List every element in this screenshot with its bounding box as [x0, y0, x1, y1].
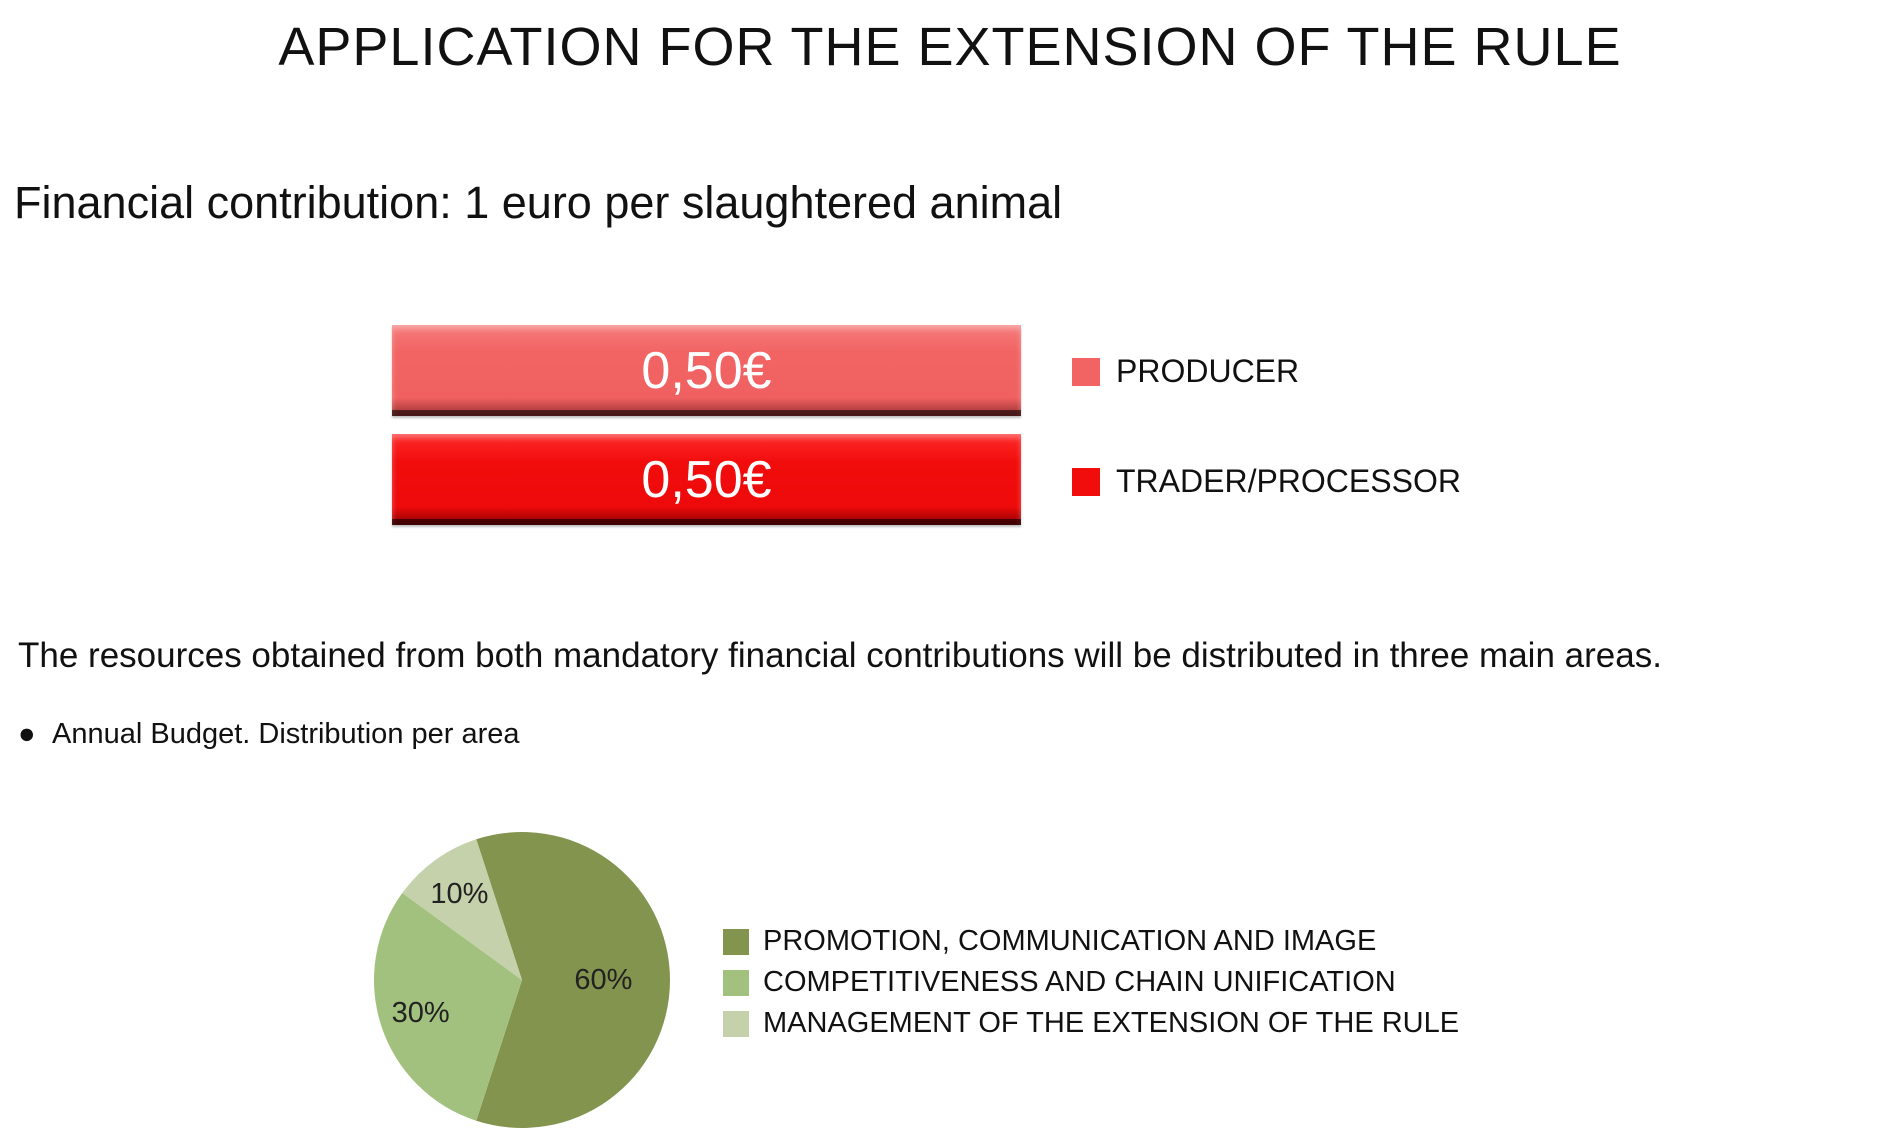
legend-label: COMPETITIVENESS AND CHAIN UNIFICATION [763, 966, 1396, 998]
legend-item-trader-processor: TRADER/PROCESSOR [1072, 463, 1461, 500]
pie-slice-label: 30% [392, 997, 450, 1029]
legend-swatch [1072, 467, 1100, 496]
page-title: APPLICATION FOR THE EXTENSION OF THE RUL… [278, 17, 1622, 77]
bar-trader-processor: 0,50€ [392, 434, 1021, 525]
pie-slice [373, 893, 522, 1121]
pie-slice-label: 60% [574, 964, 632, 996]
legend-label: TRADER/PROCESSOR [1116, 463, 1461, 499]
legend-label: PRODUCER [1116, 353, 1300, 389]
legend-swatch [723, 1010, 749, 1037]
bar-producer: 0,50€ [392, 325, 1021, 416]
legend-item-producer: PRODUCER [1072, 353, 1299, 390]
bullet-dot: ● [18, 718, 36, 750]
pie-slice [476, 832, 670, 1128]
contribution-heading: Financial contribution: 1 euro per slaug… [14, 177, 1063, 228]
legend-label: PROMOTION, COMMUNICATION AND IMAGE [763, 925, 1377, 957]
bar-value-label: 0,50€ [641, 450, 772, 509]
legend-swatch [723, 928, 749, 955]
legend-swatch [723, 969, 749, 996]
pie-slice-label: 10% [430, 878, 488, 910]
distribution-paragraph: The resources obtained from both mandato… [18, 636, 1662, 675]
budget-pie-chart: 60% 30% 10% [373, 832, 670, 1128]
bullet-text: Annual Budget. Distribution per area [52, 718, 520, 750]
legend-swatch [1072, 357, 1100, 386]
legend-item-competitiveness: COMPETITIVENESS AND CHAIN UNIFICATION [723, 966, 1396, 999]
legend-item-management: MANAGEMENT OF THE EXTENSION OF THE RULE [723, 1007, 1459, 1040]
budget-bullet: ● Annual Budget. Distribution per area [18, 718, 520, 751]
legend-item-promotion: PROMOTION, COMMUNICATION AND IMAGE [723, 925, 1376, 958]
pie-slice [402, 839, 522, 980]
legend-label: MANAGEMENT OF THE EXTENSION OF THE RULE [763, 1007, 1460, 1039]
bar-value-label: 0,50€ [641, 341, 772, 400]
